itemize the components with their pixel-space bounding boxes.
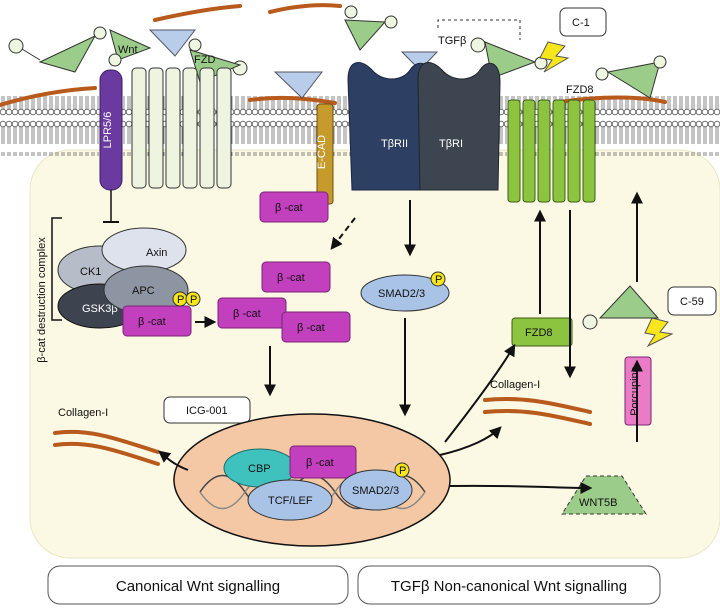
collagen-right-label: Collagen-I bbox=[490, 379, 540, 391]
bcat-membrane-label: β -cat bbox=[275, 202, 303, 214]
tbri-receptor bbox=[417, 62, 501, 191]
fzd8-top-label: FZD8 bbox=[566, 84, 594, 96]
c1-box bbox=[559, 7, 607, 37]
ck1-label: CK1 bbox=[80, 266, 101, 278]
tcf-lef-node bbox=[247, 479, 333, 521]
tgfb-bracket bbox=[437, 19, 521, 40]
nucleus bbox=[173, 413, 451, 547]
pathway-arrows bbox=[158, 191, 643, 494]
noncanonical-footer-label: TGFβ Non-canonical Wnt signalling bbox=[391, 578, 627, 595]
collagen-fibers-left bbox=[53, 429, 160, 466]
phospho-smad-label: P bbox=[435, 274, 442, 286]
c1-label: C-1 bbox=[572, 17, 590, 29]
noncanonical-footer-box bbox=[357, 565, 661, 605]
destruction-complex-label: β-cat destruction complex bbox=[36, 237, 48, 363]
c59-label: C-59 bbox=[680, 296, 704, 308]
wnt-ligands bbox=[8, 5, 667, 99]
smad-nucleus bbox=[339, 469, 413, 511]
tbri-label: TβRI bbox=[439, 138, 463, 150]
axin-label: Axin bbox=[146, 247, 167, 259]
canonical-footer-box bbox=[47, 565, 349, 605]
wnt5b-label: WNT5B bbox=[579, 497, 618, 509]
axin-node bbox=[101, 227, 187, 273]
bcat-nucleus-label: β -cat bbox=[306, 457, 334, 469]
bcat-complex bbox=[122, 305, 192, 337]
phospho-smad-nucleus bbox=[394, 462, 410, 478]
phospho-2 bbox=[185, 291, 201, 307]
porcupine-label: Porcupine bbox=[629, 366, 641, 416]
tbrii-label: TβRII bbox=[381, 138, 408, 150]
apc-label: APC bbox=[132, 285, 155, 297]
lightning-icon bbox=[539, 41, 570, 73]
ecad-label: E-CAD bbox=[316, 135, 328, 169]
phospho-1-label: P bbox=[177, 294, 184, 306]
tgfb-ligands bbox=[148, 29, 439, 99]
collagen-left-label: Collagen-I bbox=[58, 407, 108, 419]
canonical-footer-label: Canonical Wnt signalling bbox=[116, 578, 280, 595]
phospho-2-label: P bbox=[190, 294, 197, 306]
fzd-receptor bbox=[131, 67, 232, 189]
wnt-ligand-cyto bbox=[598, 285, 660, 319]
cbp-label: CBP bbox=[248, 463, 271, 475]
bcat-cyto-3 bbox=[281, 311, 351, 343]
bcat-cyto-3-label: β -cat bbox=[297, 322, 325, 334]
gsk3b-label: GSK3β bbox=[82, 303, 118, 315]
fzd8-receptor bbox=[507, 99, 596, 203]
icg-label: ICG-001 bbox=[186, 405, 228, 417]
bcat-membrane bbox=[259, 191, 329, 223]
c59-box bbox=[667, 286, 717, 316]
lightning-icon bbox=[644, 317, 674, 348]
bcat-cyto-1-label: β -cat bbox=[277, 272, 305, 284]
icg-box bbox=[163, 396, 251, 424]
smad-nucleus-label: SMAD2/3 bbox=[352, 485, 399, 497]
smad-cyto bbox=[360, 274, 450, 312]
fzd8-box-label: FZD8 bbox=[525, 327, 553, 339]
bcat-cyto-1 bbox=[261, 261, 331, 293]
fzd-label: FZD bbox=[194, 54, 215, 66]
tgfb-label: TGFβ bbox=[438, 35, 466, 47]
bcat-complex-label: β -cat bbox=[138, 316, 166, 328]
phospho-smad bbox=[430, 271, 446, 287]
fzd8-box bbox=[511, 317, 573, 347]
bcat-cyto-2-label: β -cat bbox=[233, 308, 261, 320]
lpr-label: LPR5/6 bbox=[102, 112, 114, 149]
destruction-bracket bbox=[51, 217, 62, 321]
smad-cyto-label: SMAD2/3 bbox=[378, 288, 425, 300]
collagen-fibers-right bbox=[483, 396, 592, 426]
phospho-smad-nucleus-label: P bbox=[399, 465, 406, 477]
bcat-nucleus bbox=[289, 445, 357, 479]
wnt-label: Wnt bbox=[118, 44, 138, 56]
tcf-lef-label: TCF/LEF bbox=[268, 495, 313, 507]
